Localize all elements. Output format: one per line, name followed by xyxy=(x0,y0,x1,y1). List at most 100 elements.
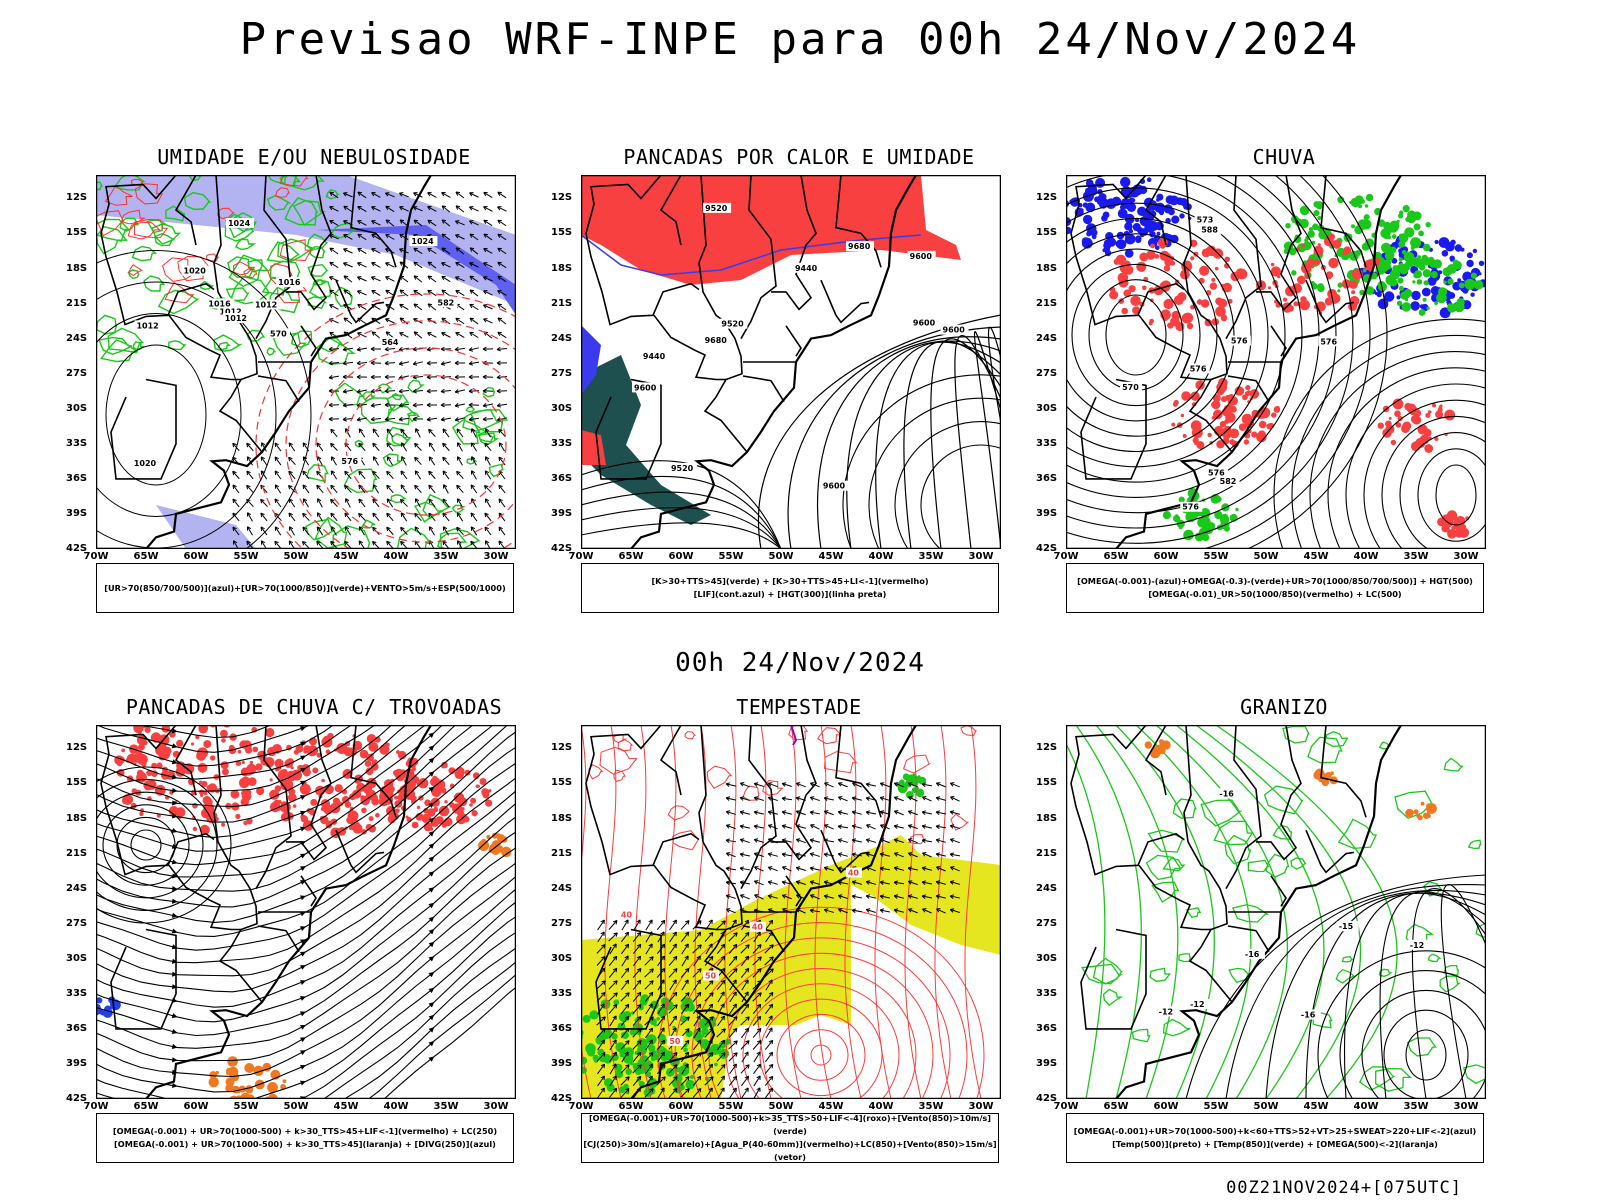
lon-tick-label: 40W xyxy=(868,1101,894,1112)
lat-tick-label: 33S xyxy=(66,987,88,999)
contour-label: 1012 xyxy=(225,314,247,323)
panel-umidade: UMIDADE E/OU NEBULOSIDADE 1012 1012 1012 101… xyxy=(64,145,564,650)
lat-tick-label: 18S xyxy=(1036,262,1058,274)
contour-label: 1012 xyxy=(219,308,241,317)
lat-tick-label: 36S xyxy=(551,472,573,484)
lat-tick-label: 18S xyxy=(66,262,88,274)
coastline xyxy=(581,725,917,1099)
coastline xyxy=(96,725,432,1099)
contour-label: 50 xyxy=(705,971,717,980)
lat-tick-label: 12S xyxy=(1036,742,1058,754)
lat-tick-label: 39S xyxy=(66,507,88,519)
contour-label: 576 xyxy=(1320,337,1337,346)
lat-tick-label: 24S xyxy=(1036,882,1058,894)
lon-tick-label: 50W xyxy=(1253,1101,1279,1112)
lat-tick-label: 30S xyxy=(1036,402,1058,414)
lon-tick-label: 40W xyxy=(383,551,409,562)
lat-tick-label: 24S xyxy=(551,882,573,894)
lat-tick-label: 15S xyxy=(1036,777,1058,789)
contour-label: 9600 xyxy=(943,326,966,335)
map-canvas: 50 40 40 50 40 xyxy=(581,725,1001,1099)
lat-tick-label: 39S xyxy=(551,507,573,519)
panel-tempestade: TEMPESTADE 50 40 40 50 40 12S 15S 18S 21S 24S 27S 30… xyxy=(549,695,1049,1200)
contour-label: 40 xyxy=(621,911,633,920)
lat-tick-label: 33S xyxy=(66,437,88,449)
lat-tick-label: 24S xyxy=(66,882,88,894)
panel-title: CHUVA xyxy=(1252,145,1316,169)
lat-tick-label: 33S xyxy=(551,437,573,449)
contour-label: -12 xyxy=(1190,1000,1204,1009)
lon-tick-label: 60W xyxy=(183,1101,209,1112)
contour-label: 9440 xyxy=(643,352,666,361)
lon-tick-label: 30W xyxy=(1453,551,1479,562)
lon-tick-label: 30W xyxy=(968,1101,994,1112)
lat-tick-label: 21S xyxy=(551,847,573,859)
lon-tick-label: 30W xyxy=(968,551,994,562)
legend-line: [Temp(500)](preto) + [Temp(850)](verde) … xyxy=(1112,1139,1438,1149)
lon-tick-label: 70W xyxy=(568,1101,594,1112)
lat-tick-label: 12S xyxy=(551,742,573,754)
contour-label: -16 xyxy=(1301,1011,1316,1020)
contour-label: 1020 xyxy=(134,459,157,468)
lon-tick-label: 50W xyxy=(768,1101,794,1112)
lon-tick-label: 60W xyxy=(183,551,209,562)
lat-tick-label: 27S xyxy=(1036,367,1058,379)
contour-label: 570 xyxy=(1122,383,1139,392)
panel-title: UMIDADE E/OU NEBULOSIDADE xyxy=(157,145,471,169)
lat-tick-label: 15S xyxy=(66,227,88,239)
lon-tick-label: 35W xyxy=(918,551,944,562)
map-canvas: 9680 9600 9680 9600 9600 9600 9520 9600 9520 9440… xyxy=(581,175,1001,549)
contour-label: 1024 xyxy=(411,237,434,246)
coastline xyxy=(96,175,432,549)
lat-tick-label: 33S xyxy=(551,987,573,999)
panel-legend: [OMEGA(-0.001) + UR>70(1000-500) + k>30_… xyxy=(96,1113,514,1163)
contour-label: 1020 xyxy=(184,267,207,276)
lat-tick-label: 21S xyxy=(551,297,573,309)
lat-tick-label: 21S xyxy=(66,297,88,309)
main-title: Previsao WRF-INPE para 00h 24/Nov/2024 xyxy=(239,14,1361,65)
contour-label: -12 xyxy=(1410,941,1424,950)
panel-legend: [OMEGA(-0.001)+UR>70(1000-500)+k>35_TTS>… xyxy=(581,1113,999,1163)
lon-tick-label: 50W xyxy=(283,551,309,562)
lon-tick-label: 35W xyxy=(918,1101,944,1112)
contour-label: 588 xyxy=(1201,226,1218,235)
panel-title: TEMPESTADE xyxy=(736,695,862,719)
lon-tick-label: 45W xyxy=(1303,1101,1329,1112)
lon-tick-label: 60W xyxy=(668,1101,694,1112)
lon-tick-label: 35W xyxy=(433,1101,459,1112)
contour-label: 582 xyxy=(438,298,455,307)
panel-pancadas-trovoadas: PANCADAS DE CHUVA C/ TROVOADAS 12S 15S 18S 2… xyxy=(64,695,564,1200)
legend-line: [LIF](cont.azul) + [HGT(300)](linha pret… xyxy=(693,589,887,599)
lat-tick-label: 39S xyxy=(66,1057,88,1069)
lon-tick-label: 55W xyxy=(233,551,259,562)
legend-line: [OMEGA(-0.001)-(azul)+OMEGA(-0.3)-(verde… xyxy=(1077,576,1473,586)
contour-label: 9600 xyxy=(634,383,657,392)
contour-label: -12 xyxy=(1159,1007,1173,1016)
lat-tick-label: 18S xyxy=(66,812,88,824)
contour-label: 564 xyxy=(382,338,399,347)
lon-tick-label: 55W xyxy=(233,1101,259,1112)
legend-line: [UR>70(850/700/500)](azul)+[UR>70(1000/8… xyxy=(104,582,506,593)
lon-tick-label: 70W xyxy=(83,1101,109,1112)
lon-tick-label: 50W xyxy=(1253,551,1279,562)
contour-label: 1012 xyxy=(136,321,158,330)
lon-tick-label: 60W xyxy=(668,551,694,562)
lon-tick-label: 45W xyxy=(818,1101,844,1112)
lon-tick-label: 60W xyxy=(1153,1101,1179,1112)
lat-tick-label: 33S xyxy=(1036,987,1058,999)
lon-tick-label: 65W xyxy=(1103,551,1129,562)
lat-tick-label: 39S xyxy=(1036,1057,1058,1069)
contour-label: 9520 xyxy=(671,464,694,473)
lat-tick-label: 24S xyxy=(1036,332,1058,344)
contour-label: 1012 xyxy=(255,301,277,310)
lat-tick-label: 42S xyxy=(1036,1093,1058,1104)
lat-tick-label: 30S xyxy=(66,402,88,414)
contour-label: -15 xyxy=(1339,922,1354,931)
lat-tick-label: 42S xyxy=(551,543,573,554)
contour-label: 40 xyxy=(752,923,764,932)
contour-label: 1016 xyxy=(208,299,231,308)
lon-tick-label: 65W xyxy=(618,551,644,562)
legend-line: [CJ(250)>30m/s](amarelo)+[Agua_P(40-60mm… xyxy=(583,1139,997,1162)
contour-label: 9520 xyxy=(721,320,744,329)
